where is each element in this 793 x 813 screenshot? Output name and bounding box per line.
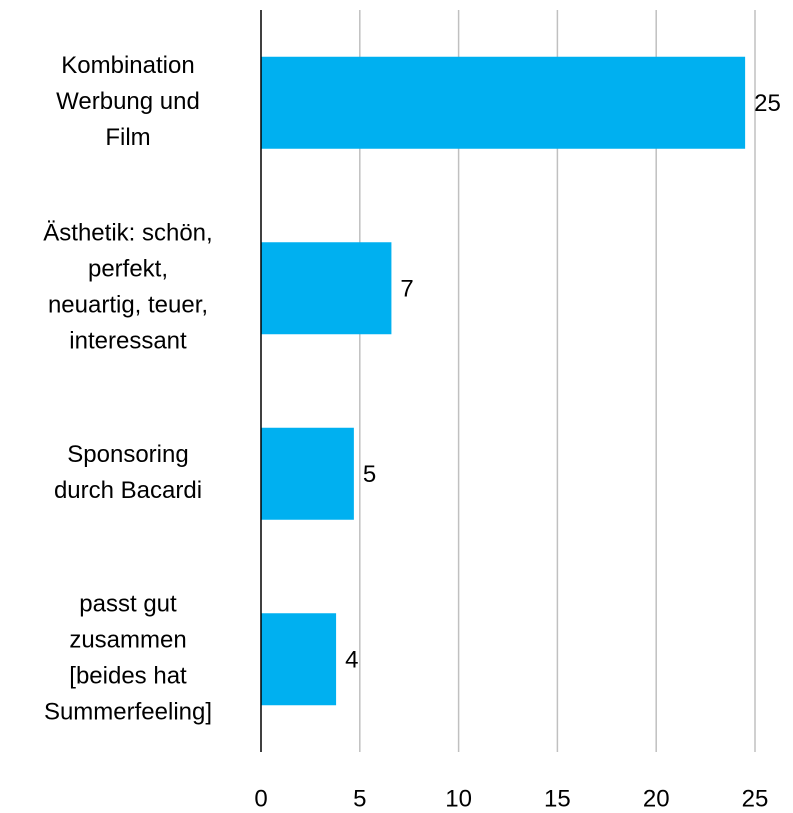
y-tick-label: Ästhetik: schön, perfekt, neuartig, teuer,… bbox=[43, 220, 212, 355]
x-tick-label: 5 bbox=[353, 785, 366, 812]
bar bbox=[261, 427, 354, 520]
data-label: 25 bbox=[754, 90, 781, 117]
x-tick-label: 15 bbox=[544, 785, 571, 812]
data-label: 4 bbox=[345, 647, 358, 674]
data-label: 7 bbox=[400, 276, 413, 303]
y-tick-label: Sponsoring durch Bacardi bbox=[54, 441, 202, 504]
y-tick-label: Kombination Werbung und Film bbox=[56, 52, 200, 151]
x-tick-label: 0 bbox=[254, 785, 267, 812]
x-tick-label: 20 bbox=[643, 785, 670, 812]
x-tick-label: 25 bbox=[742, 785, 769, 812]
y-tick-label: passt gut zusammen [beides hat Summerfeelin… bbox=[44, 591, 212, 726]
data-label: 5 bbox=[363, 461, 376, 488]
bar bbox=[261, 56, 746, 149]
bar bbox=[261, 242, 392, 335]
x-tick-label: 10 bbox=[445, 785, 472, 812]
bar bbox=[261, 613, 337, 706]
